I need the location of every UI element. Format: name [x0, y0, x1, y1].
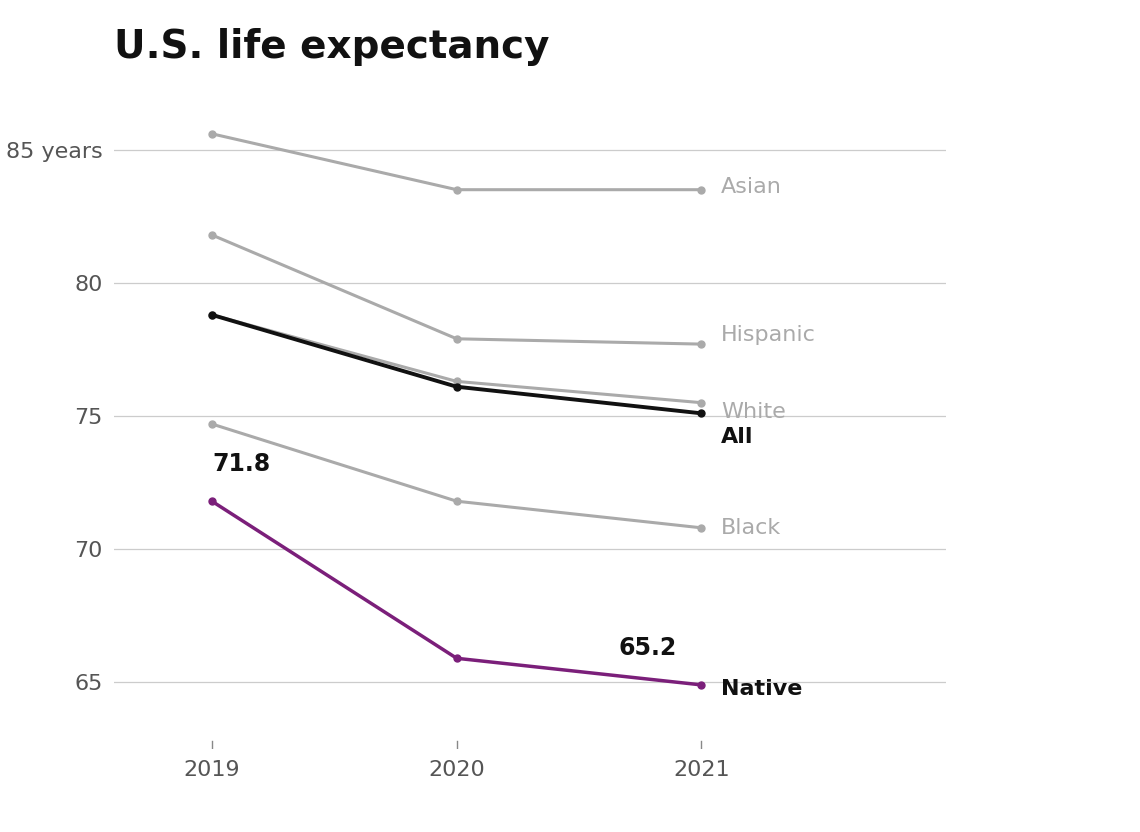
Text: Hispanic: Hispanic	[720, 324, 816, 344]
Text: U.S. life expectancy: U.S. life expectancy	[114, 28, 549, 67]
Text: All: All	[720, 428, 754, 448]
Text: 65.2: 65.2	[619, 636, 677, 660]
Text: Black: Black	[720, 518, 781, 537]
Text: Asian: Asian	[720, 177, 782, 197]
Text: White: White	[720, 402, 785, 422]
Text: 71.8: 71.8	[212, 452, 270, 476]
Text: Native: Native	[720, 679, 803, 699]
